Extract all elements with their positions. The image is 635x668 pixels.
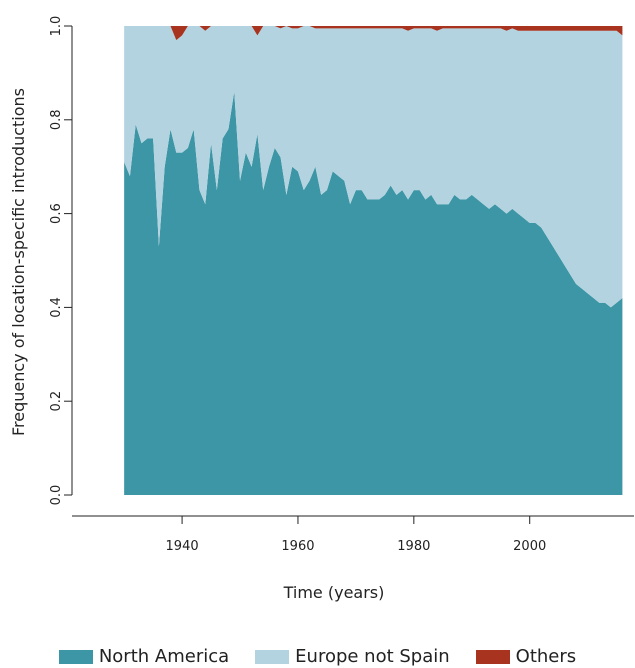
x-tick-label: 1980 (397, 539, 430, 554)
y-tick-label: 0.0 (49, 485, 64, 506)
y-tick-label: 0.6 (49, 203, 64, 224)
legend-label-europe-not-spain: Europe not Spain (295, 646, 450, 667)
legend-label-north-america: North America (98, 646, 230, 667)
legend-swatch-europe-not-spain (255, 649, 290, 664)
x-tick-label: 2000 (513, 539, 546, 554)
axes-layer: 0.0 0.2 0.4 0.6 0.8 1.0 1940 1960 1980 2000 (49, 16, 634, 554)
legend-swatch-north-america (58, 649, 93, 664)
stacked-area-chart: 0.0 0.2 0.4 0.6 0.8 1.0 1940 1960 1980 2000 Time … (9, 16, 634, 602)
y-tick-label: 0.8 (49, 109, 64, 130)
x-tick-label: 1960 (281, 539, 314, 554)
y-axis-title: Frequency of location-specific introduct… (9, 88, 28, 436)
legend-label-others: Others (515, 646, 577, 667)
x-axis-title: Time (years) (283, 583, 385, 602)
legend-item-europe-not-spain: Europe not Spain (255, 646, 450, 667)
axis-lines (71, 26, 634, 517)
legend-item-north-america: North America (58, 646, 230, 667)
area-north-america (124, 91, 623, 495)
area-others (124, 26, 623, 41)
area-europe-not-spain (124, 26, 623, 308)
area-layer (124, 26, 623, 495)
legend-item-others: Others (475, 646, 577, 667)
y-tick-label: 1.0 (49, 16, 64, 37)
y-tick-label: 0.4 (49, 297, 64, 318)
y-tick-label: 0.2 (49, 391, 64, 412)
legend: North America Europe not Spain Others (0, 646, 635, 667)
legend-swatch-others (475, 649, 510, 664)
x-tick-label: 1940 (166, 539, 199, 554)
